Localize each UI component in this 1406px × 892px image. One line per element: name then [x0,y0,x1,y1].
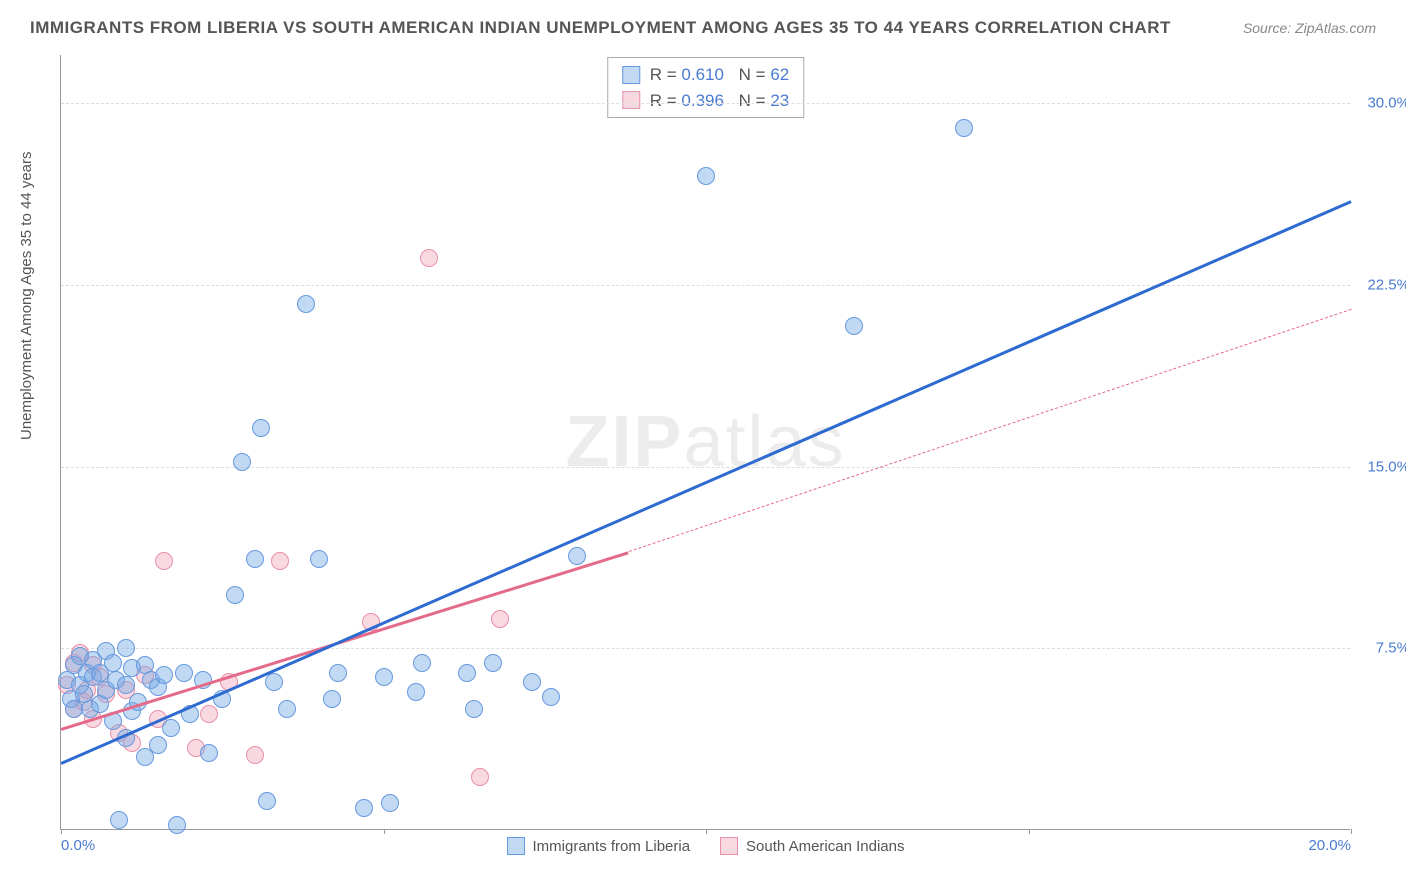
data-point-a [413,654,431,672]
watermark: ZIPatlas [565,401,845,483]
data-point-b [420,249,438,267]
data-point-a [845,317,863,335]
x-tick-label: 0.0% [61,837,95,854]
data-point-b [271,552,289,570]
data-point-a [310,550,328,568]
data-point-a [323,690,341,708]
legend-item-b: South American Indians [720,837,904,855]
x-tick-mark [1029,829,1030,834]
data-point-a [162,719,180,737]
data-point-a [117,676,135,694]
data-point-b [155,552,173,570]
data-point-a [246,550,264,568]
source-attribution: Source: ZipAtlas.com [1243,20,1376,36]
legend-label-b: South American Indians [746,838,904,855]
data-point-a [233,453,251,471]
data-point-a [104,654,122,672]
data-point-a [258,792,276,810]
data-point-a [484,654,502,672]
data-point-b [200,705,218,723]
data-point-a [265,673,283,691]
data-point-b [491,610,509,628]
x-tick-mark [61,829,62,834]
correlation-stats-box: R = 0.610 N = 62 R = 0.396 N = 23 [607,57,805,118]
data-point-a [110,811,128,829]
data-point-a [458,664,476,682]
x-tick-mark [384,829,385,834]
swatch-series-a [622,66,640,84]
trendline-b [61,552,629,731]
chart-title: IMMIGRANTS FROM LIBERIA VS SOUTH AMERICA… [30,18,1171,38]
stats-row-series-b: R = 0.396 N = 23 [622,88,790,114]
data-point-a [329,664,347,682]
data-point-a [375,668,393,686]
data-point-a [568,547,586,565]
data-point-a [175,664,193,682]
gridline [61,467,1350,468]
stats-row-series-a: R = 0.610 N = 62 [622,62,790,88]
swatch-series-b [720,837,738,855]
y-tick-label: 30.0% [1355,95,1406,112]
trendline-b-extrapolated [628,309,1351,552]
y-tick-label: 22.5% [1355,277,1406,294]
data-point-b [246,746,264,764]
data-point-a [200,744,218,762]
y-tick-label: 15.0% [1355,458,1406,475]
x-tick-mark [1351,829,1352,834]
legend-item-a: Immigrants from Liberia [507,837,691,855]
swatch-series-a [507,837,525,855]
x-tick-label: 20.0% [1308,837,1351,854]
data-point-a [252,419,270,437]
data-point-a [168,816,186,834]
data-point-b [471,768,489,786]
data-point-a [381,794,399,812]
gridline [61,648,1350,649]
plot-area: ZIPatlas R = 0.610 N = 62 R = 0.396 N = … [60,55,1350,830]
data-point-a [523,673,541,691]
data-point-a [355,799,373,817]
data-point-a [278,700,296,718]
data-point-a [697,167,715,185]
y-axis-label: Unemployment Among Ages 35 to 44 years [18,151,35,440]
data-point-a [297,295,315,313]
data-point-a [542,688,560,706]
swatch-series-b [622,91,640,109]
legend: Immigrants from Liberia South American I… [507,837,905,855]
data-point-a [226,586,244,604]
data-point-a [955,119,973,137]
data-point-a [155,666,173,684]
y-tick-label: 7.5% [1355,640,1406,657]
gridline [61,103,1350,104]
data-point-a [117,639,135,657]
x-tick-mark [706,829,707,834]
data-point-a [149,736,167,754]
data-point-a [465,700,483,718]
legend-label-a: Immigrants from Liberia [533,838,691,855]
data-point-a [407,683,425,701]
